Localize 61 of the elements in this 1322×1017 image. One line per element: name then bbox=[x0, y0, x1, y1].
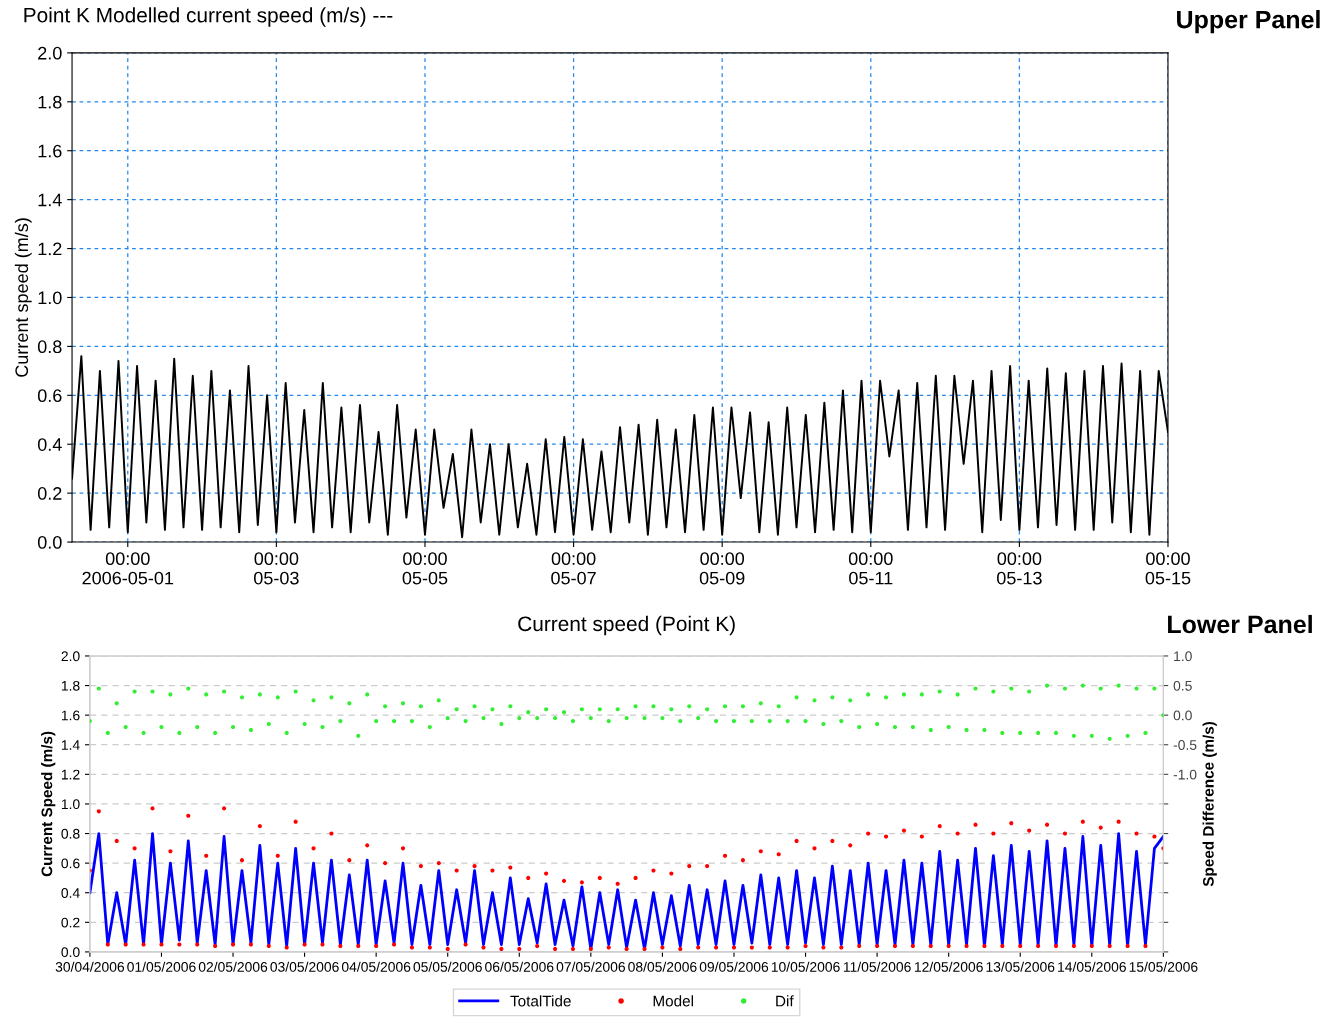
x-tick-label: 00:00 05-09 bbox=[699, 552, 745, 585]
legend-label: Dif bbox=[776, 995, 794, 1007]
x-tick-label: 00:00 05-15 bbox=[1145, 552, 1191, 585]
y-tick-label: 1.4 bbox=[38, 193, 62, 207]
y2-tick-label: 1.0 bbox=[1174, 651, 1192, 662]
x-tick-label: 06/05/2006 bbox=[485, 961, 554, 972]
y-tick-label: 0.6 bbox=[61, 858, 80, 869]
y-tick-label: 1.8 bbox=[38, 95, 62, 109]
y-tick-label: 1.2 bbox=[38, 242, 62, 256]
x-tick-label: 04/05/2006 bbox=[341, 961, 411, 972]
y-tick-label: 2.0 bbox=[38, 46, 62, 60]
y-tick-label: 0.4 bbox=[61, 888, 80, 898]
x-tick-label: 08/05/2006 bbox=[628, 961, 697, 972]
y2-tick-label: -0.5 bbox=[1173, 740, 1197, 750]
y-tick-label: 1.8 bbox=[61, 680, 80, 691]
x-tick-label: 03/05/2006 bbox=[270, 961, 339, 972]
y-tick-label: 0.4 bbox=[37, 438, 62, 451]
y-tick-label: 0.2 bbox=[61, 917, 80, 928]
x-tick-label: 00:00 2006-05-01 bbox=[82, 552, 174, 585]
y2-tick-label: -1.0 bbox=[1173, 769, 1197, 780]
x-tick-label: 02/05/2006 bbox=[198, 961, 268, 972]
y2-tick-label: 0.5 bbox=[1173, 680, 1192, 691]
chart-title: Current speed (Point K) bbox=[518, 615, 735, 636]
x-tick-label: 09/05/2006 bbox=[699, 961, 769, 972]
x-tick-label: 00:00 05-05 bbox=[402, 552, 448, 585]
y-tick-label: 0.8 bbox=[37, 340, 62, 354]
y-tick-label: 0.8 bbox=[61, 828, 80, 839]
x-tick-label: 05/05/2006 bbox=[413, 961, 482, 972]
x-tick-label: 11/05/2006 bbox=[843, 961, 911, 972]
y-tick-label: 1.0 bbox=[38, 291, 62, 305]
x-tick-label: 00:00 05-13 bbox=[997, 552, 1042, 585]
x-tick-label: 10/05/2006 bbox=[771, 961, 840, 972]
x-tick-label: 00:00 05-07 bbox=[551, 552, 596, 585]
x-tick-label: 00:00 05-03 bbox=[253, 552, 299, 585]
y-tick-label: 1.0 bbox=[61, 799, 80, 810]
text: Lower Panel bbox=[1168, 614, 1312, 634]
y2-tick-label: 0.0 bbox=[1173, 710, 1192, 721]
y-tick-label: 1.6 bbox=[38, 144, 62, 158]
x-tick-label: 15/05/2006 bbox=[1129, 961, 1198, 972]
legend-label: Model bbox=[653, 995, 693, 1007]
y-tick-label: 2.0 bbox=[61, 651, 80, 662]
y-tick-label: 1.2 bbox=[61, 769, 80, 780]
y-tick-label: 0.6 bbox=[37, 389, 62, 403]
y-tick-label: 0.0 bbox=[37, 536, 62, 549]
y-axis-title: Current Speed (m/s) bbox=[41, 731, 56, 877]
x-tick-label: 00:00 05-11 bbox=[848, 552, 893, 585]
y-tick-label: 0.2 bbox=[37, 487, 62, 500]
text: Upper Panel bbox=[1177, 10, 1320, 34]
x-tick-label: 30/04/2006 bbox=[55, 961, 125, 972]
legend-label: TotalTide bbox=[510, 995, 571, 1007]
chart-title: Point K Modelled current speed (m/s) --- bbox=[24, 7, 393, 27]
y-tick-label: 1.4 bbox=[61, 740, 80, 750]
y-axis-title: Current speed (m/s) bbox=[14, 218, 32, 377]
y2-axis-title: Speed Difference (m/s) bbox=[1202, 721, 1217, 887]
x-tick-label: 12/05/2006 bbox=[914, 961, 983, 972]
x-tick-label: 01/05/2006 bbox=[127, 961, 196, 972]
x-tick-label: 07/05/2006 bbox=[556, 961, 625, 972]
x-tick-label: 14/05/2006 bbox=[1058, 961, 1126, 972]
x-tick-label: 13/05/2006 bbox=[986, 961, 1055, 972]
y-tick-label: 1.6 bbox=[61, 710, 80, 721]
y-tick-label: 0.0 bbox=[61, 947, 80, 958]
